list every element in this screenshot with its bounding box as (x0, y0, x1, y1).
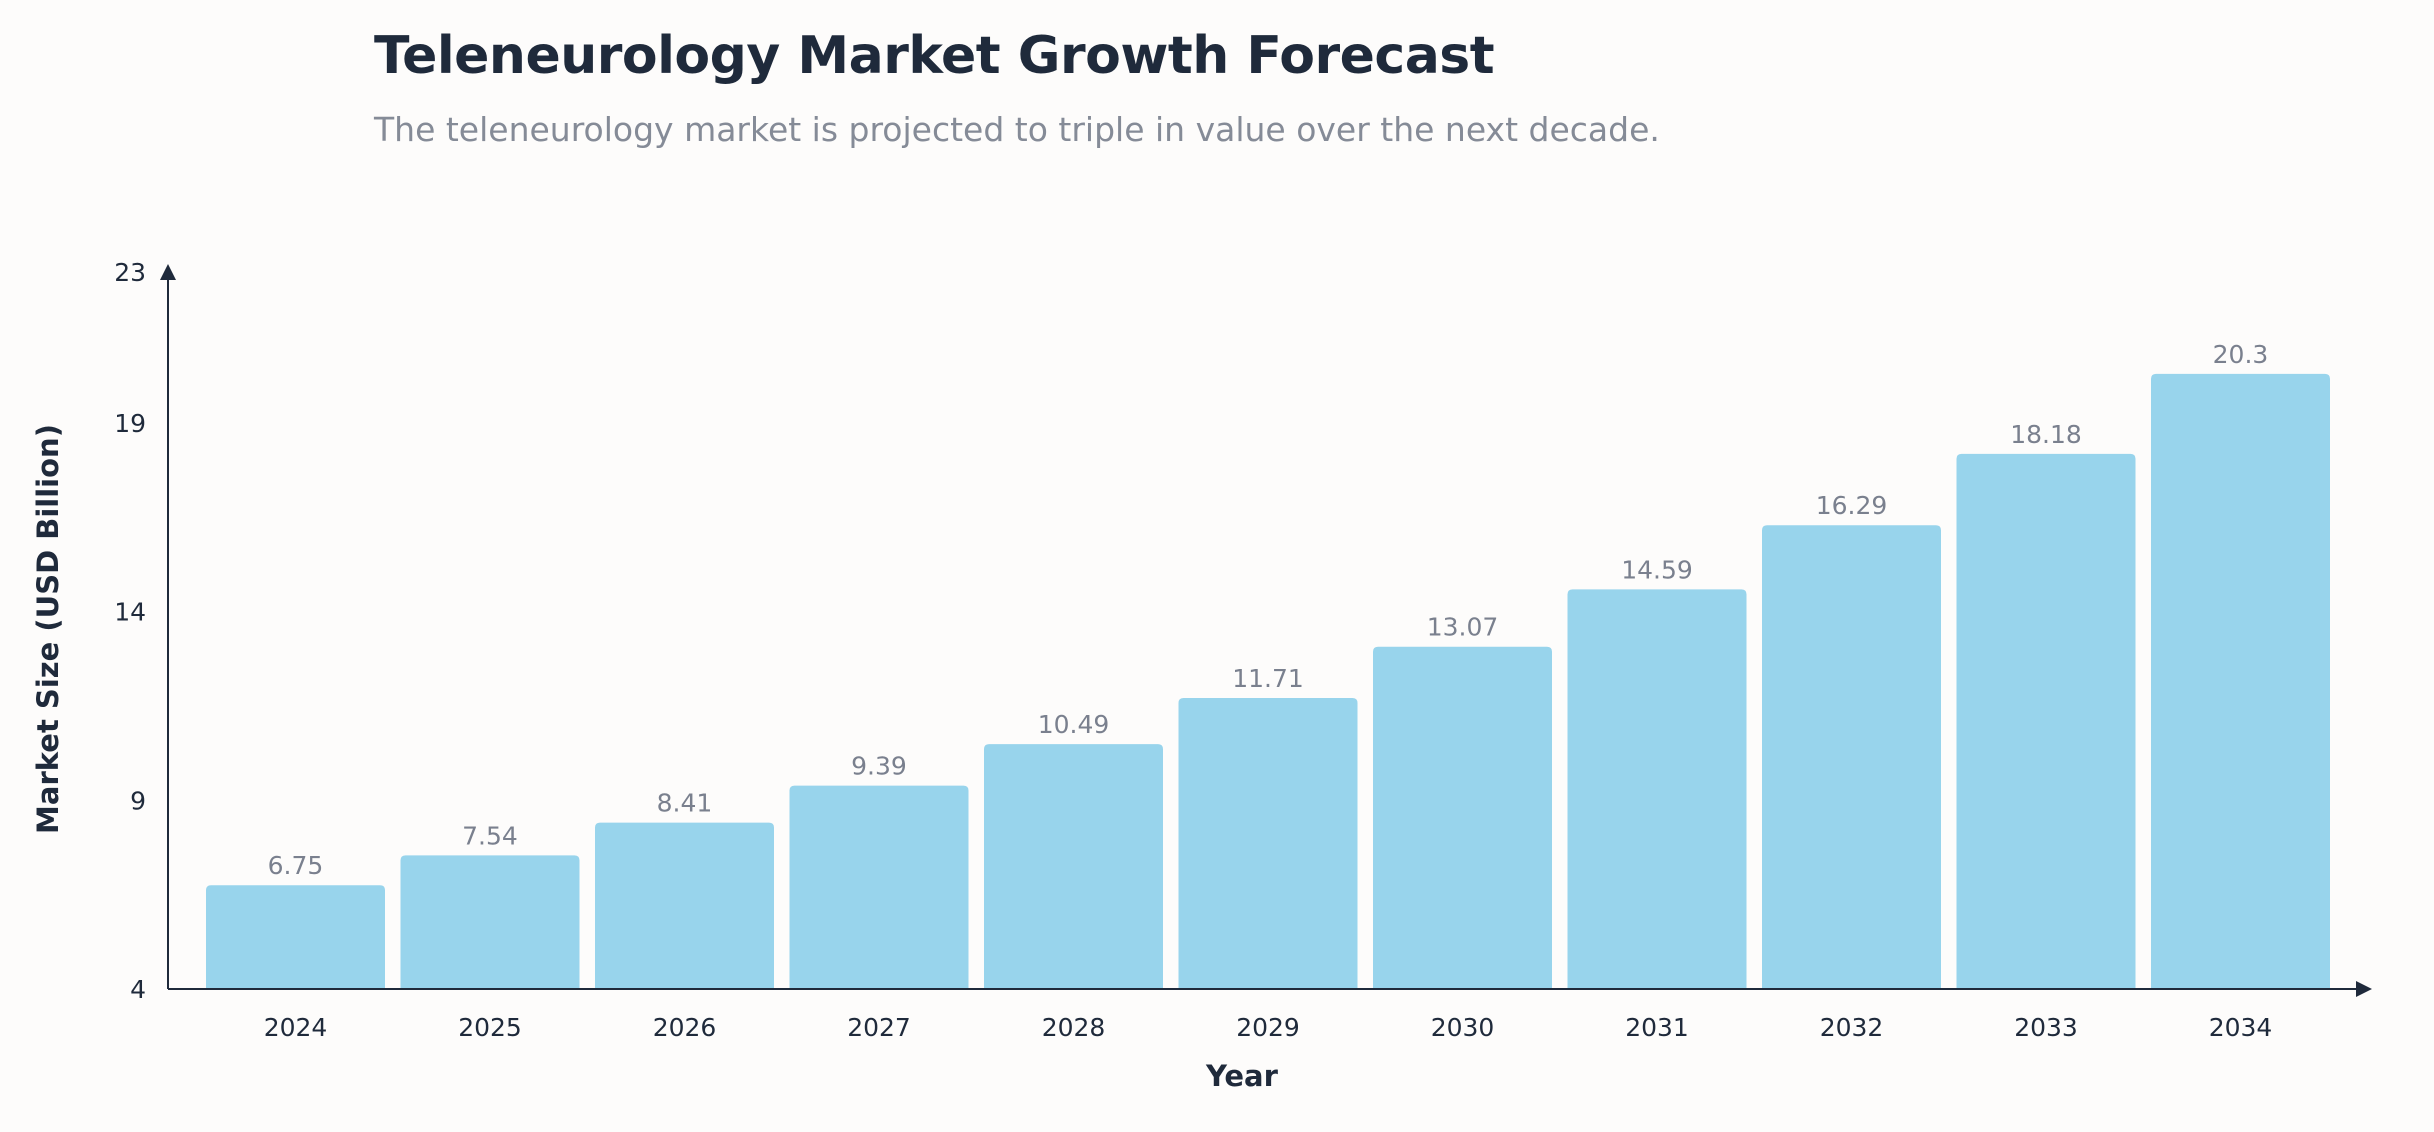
data-label-2034: 20.3 (2213, 340, 2269, 369)
data-label-2029: 11.71 (1232, 664, 1304, 693)
bar-2033 (1956, 453, 2136, 989)
bar-2031 (1567, 589, 1747, 989)
bars-group: 6.75 7.54 8.41 9.39 10.49 11.71 13.07 14.59 16.2… (206, 340, 2330, 989)
bar-2030 (1373, 646, 1552, 989)
x-axis-title: Year (1205, 1059, 1279, 1093)
x-tick-2027: 2027 (847, 1013, 911, 1042)
x-tick-labels: 2024 2025 2026 2027 2028 2029 2030 2031 2032 2033… (264, 1013, 2273, 1042)
x-tick-2030: 2030 (1431, 1013, 1495, 1042)
data-label-2031: 14.59 (1621, 555, 1693, 584)
x-tick-2034: 2034 (2209, 1013, 2273, 1042)
y-axis-title: Market Size (USD Billion) (31, 424, 65, 834)
x-tick-2028: 2028 (1042, 1013, 1106, 1042)
data-label-2025: 7.54 (462, 821, 518, 850)
x-axis-arrow (2356, 981, 2372, 997)
data-label-2026: 8.41 (657, 789, 713, 818)
bar-2032 (1762, 525, 1941, 989)
x-tick-2032: 2032 (1820, 1013, 1884, 1042)
data-label-2033: 18.18 (2010, 420, 2082, 449)
y-tick-4: 4 (130, 975, 146, 1004)
x-tick-2024: 2024 (264, 1013, 328, 1042)
chart-title: Teleneurology Market Growth Forecast (374, 26, 1495, 86)
y-axis-arrow (160, 264, 176, 280)
x-tick-2026: 2026 (653, 1013, 717, 1042)
data-label-2030: 13.07 (1427, 613, 1499, 642)
data-label-2028: 10.49 (1038, 710, 1110, 739)
bar-2029 (1178, 698, 1358, 989)
bar-2027 (789, 785, 969, 989)
chart-subtitle: The teleneurology market is projected to… (374, 110, 1660, 149)
data-label-2024: 6.75 (268, 851, 324, 880)
data-label-2032: 16.29 (1816, 491, 1888, 520)
bar-2024 (206, 885, 385, 989)
y-tick-14: 14 (114, 598, 146, 627)
x-tick-2025: 2025 (458, 1013, 522, 1042)
bar-2034 (2151, 373, 2330, 989)
x-tick-2031: 2031 (1625, 1013, 1689, 1042)
y-tick-23: 23 (114, 258, 146, 287)
y-tick-19: 19 (114, 409, 146, 438)
bar-2026 (595, 822, 774, 989)
y-tick-labels: 4 9 14 19 23 (114, 258, 146, 1004)
y-tick-9: 9 (130, 786, 146, 815)
x-tick-2029: 2029 (1236, 1013, 1300, 1042)
data-label-2027: 9.39 (851, 752, 907, 781)
x-tick-2033: 2033 (2014, 1013, 2078, 1042)
bar-2028 (984, 744, 1163, 989)
bar-2025 (400, 855, 580, 989)
